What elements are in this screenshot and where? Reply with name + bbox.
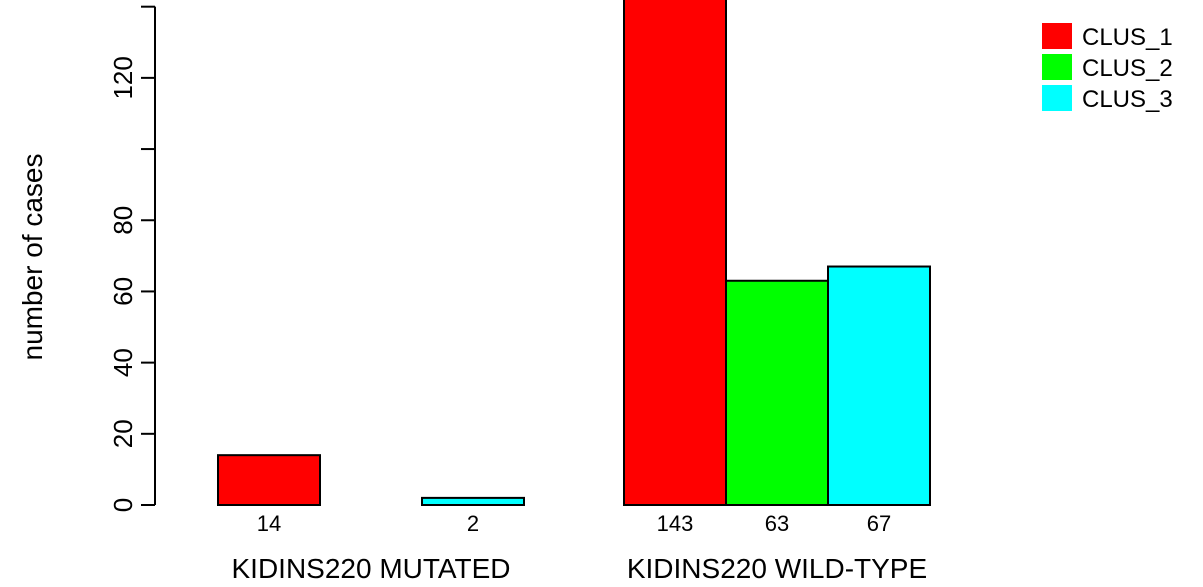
legend-swatch xyxy=(1042,54,1072,80)
category-label: KIDINS220 WILD-TYPE xyxy=(627,553,927,584)
bar-value-label: 67 xyxy=(867,511,891,536)
legend-label: CLUS_2 xyxy=(1082,55,1173,82)
y-tick-label: 20 xyxy=(108,419,138,448)
legend: CLUS_1 CLUS_2 CLUS_3 xyxy=(1042,23,1173,113)
y-tick-label: 60 xyxy=(108,277,138,306)
legend-swatch xyxy=(1042,85,1072,111)
bar-clus-3 xyxy=(421,496,525,506)
y-tick-label: 80 xyxy=(108,206,138,235)
bar-value-label: 14 xyxy=(257,511,281,536)
bar-clus-2 xyxy=(725,279,829,507)
category-label: KIDINS220 MUTATED xyxy=(231,553,510,584)
bar-clus-1 xyxy=(623,0,727,507)
legend-label: CLUS_1 xyxy=(1082,24,1173,51)
y-tick-label: 120 xyxy=(108,56,138,99)
value-labels: 14 2 143 63 67 xyxy=(257,511,891,536)
group-labels: KIDINS220 MUTATED KIDINS220 WILD-TYPE xyxy=(231,553,927,584)
legend-swatch xyxy=(1042,23,1072,49)
bar-value-label: 143 xyxy=(657,511,694,536)
y-axis-label: number of cases xyxy=(17,154,48,361)
y-axis: 0 20 40 60 80 120 xyxy=(108,5,156,512)
y-tick-label: 0 xyxy=(108,498,138,512)
bar-value-label: 63 xyxy=(765,511,789,536)
legend-label: CLUS_3 xyxy=(1082,86,1173,113)
y-tick-label: 40 xyxy=(108,348,138,377)
bar-clus-1 xyxy=(217,454,321,506)
bar-value-label: 2 xyxy=(467,511,479,536)
bar-clus-3 xyxy=(827,265,931,506)
bars xyxy=(217,0,931,507)
